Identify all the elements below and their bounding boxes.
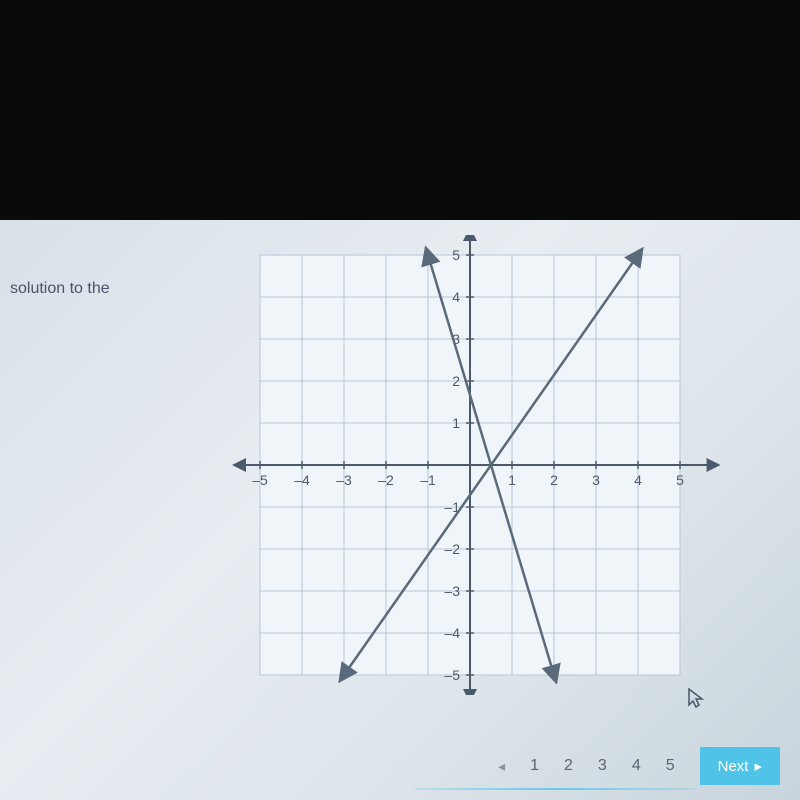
svg-text:2: 2 [452,373,460,389]
svg-text:–3: –3 [336,472,352,488]
svg-text:5: 5 [452,247,460,263]
svg-text:4: 4 [452,289,460,305]
svg-text:–4: –4 [294,472,310,488]
page-3[interactable]: 3 [598,757,607,775]
pagination-bar: ◂ 1 2 3 4 5 Next ▸ [498,747,780,785]
svg-text:–4: –4 [444,625,460,641]
svg-text:1: 1 [452,415,460,431]
svg-text:5: 5 [676,472,684,488]
page-2[interactable]: 2 [564,757,573,775]
svg-text:–2: –2 [378,472,394,488]
page-4[interactable]: 4 [632,757,641,775]
next-button-label: Next [718,758,749,775]
prev-arrow-icon[interactable]: ◂ [498,758,505,775]
letterbox-top [0,0,800,220]
svg-text:4: 4 [634,472,642,488]
svg-text:–2: –2 [444,541,460,557]
pagination-underline [415,788,695,790]
next-arrow-icon: ▸ [754,757,762,775]
next-button[interactable]: Next ▸ [700,747,780,785]
svg-text:–5: –5 [444,667,460,683]
svg-text:–3: –3 [444,583,460,599]
mouse-cursor-icon [687,687,705,715]
svg-text:–5: –5 [252,472,268,488]
page-5[interactable]: 5 [666,757,675,775]
page-1[interactable]: 1 [530,757,539,775]
coordinate-chart: –5–4–3–2–112345–5–4–3–2–112345yx [220,235,720,695]
svg-text:2: 2 [550,472,558,488]
svg-text:1: 1 [508,472,516,488]
svg-text:–1: –1 [420,472,436,488]
question-prompt: solution to the [10,280,110,298]
chart-svg: –5–4–3–2–112345–5–4–3–2–112345yx [220,235,720,695]
svg-text:3: 3 [592,472,600,488]
